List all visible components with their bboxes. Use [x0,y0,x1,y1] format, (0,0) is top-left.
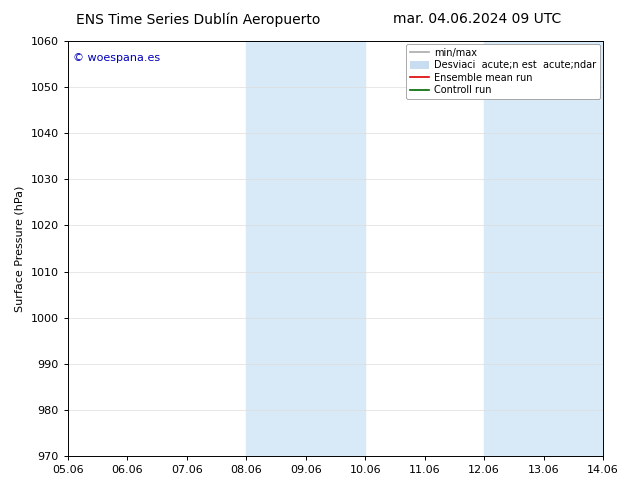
Bar [484,41,543,456]
Legend: min/max, Desviaci  acute;n est  acute;ndar, Ensemble mean run, Controll run: min/max, Desviaci acute;n est acute;ndar… [406,44,600,99]
Bar [246,41,306,456]
Text: © woespana.es: © woespana.es [73,53,160,64]
Bar [543,41,603,456]
Text: mar. 04.06.2024 09 UTC: mar. 04.06.2024 09 UTC [393,12,561,26]
Bar [306,41,365,456]
Y-axis label: Surface Pressure (hPa): Surface Pressure (hPa) [15,185,25,312]
Text: ENS Time Series Dublín Aeropuerto: ENS Time Series Dublín Aeropuerto [76,12,320,27]
